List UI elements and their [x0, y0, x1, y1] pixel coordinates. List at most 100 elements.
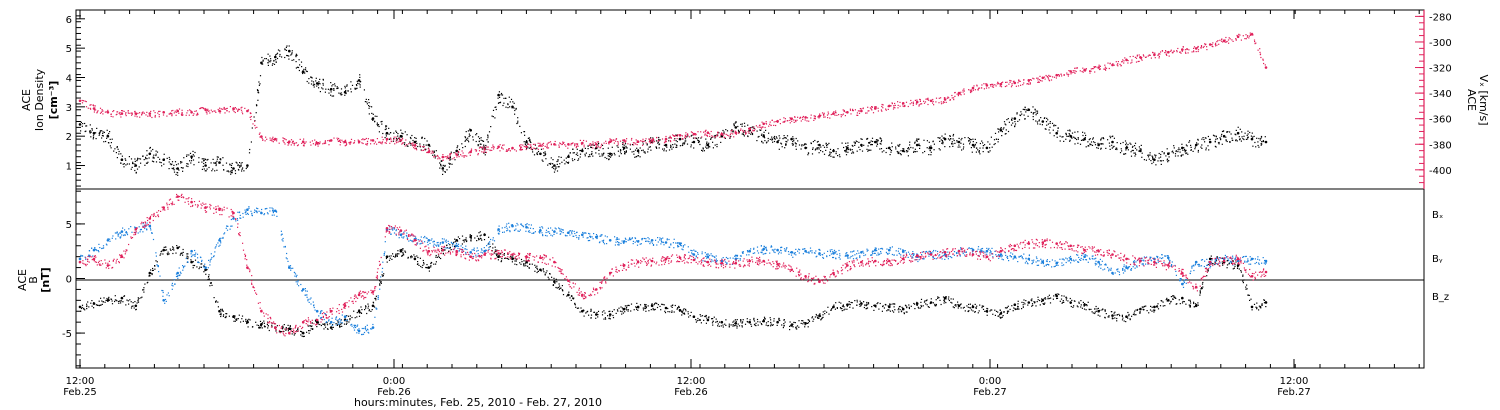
density-sample: [918, 138, 920, 140]
density-sample: [92, 138, 94, 140]
density-sample: [236, 162, 238, 164]
vx-sample: [1264, 64, 1266, 66]
vx-sample: [1032, 77, 1034, 79]
vx-sample: [395, 138, 398, 141]
density-sample: [116, 157, 118, 159]
bx-sample: [792, 326, 794, 328]
density-sample: [849, 148, 851, 150]
vx-sample: [481, 151, 483, 153]
vx-sample: [1217, 40, 1219, 42]
vx-sample: [96, 111, 98, 113]
vx-sample: [576, 144, 578, 146]
density-sample: [485, 144, 487, 147]
vx-sample: [918, 105, 920, 107]
density-sample: [190, 162, 192, 164]
vx-sample: [228, 111, 230, 113]
density-sample: [1094, 142, 1096, 144]
vx-sample: [1141, 57, 1143, 59]
bx-sample: [914, 303, 916, 305]
vx-point: [846, 111, 849, 114]
vx-sample: [104, 111, 106, 113]
density-sample: [1101, 137, 1103, 139]
vx-sample: [823, 112, 825, 114]
bx-sample: [449, 247, 451, 249]
bx-sample: [537, 270, 539, 272]
vx-sample: [802, 118, 804, 120]
density-sample: [317, 84, 319, 86]
density-sample: [1100, 143, 1102, 145]
bx-sample: [893, 311, 895, 313]
density-sample: [871, 144, 873, 146]
density-point: [888, 146, 891, 150]
density-sample: [1109, 137, 1112, 139]
bx-sample: [770, 325, 772, 327]
vx-sample: [538, 145, 540, 147]
bx-sample: [711, 318, 713, 320]
density-sample: [385, 135, 387, 137]
density-sample: [1096, 147, 1098, 149]
density-sample: [624, 151, 626, 153]
bx-sample: [87, 301, 89, 303]
vx-sample: [134, 110, 136, 112]
density-sample: [591, 144, 593, 146]
density-sample: [844, 150, 846, 152]
vx-point: [1139, 56, 1142, 59]
density-sample: [1197, 138, 1199, 140]
vx-sample: [349, 141, 351, 143]
bx-sample: [444, 249, 446, 251]
bx-sample: [1001, 316, 1003, 318]
density-sample: [558, 156, 560, 158]
density-sample: [1254, 141, 1256, 144]
density-sample: [545, 153, 547, 155]
vx-sample: [800, 120, 802, 122]
vx-sample: [367, 138, 369, 140]
bx-sample: [593, 311, 595, 313]
vx-sample: [840, 116, 842, 118]
density-sample: [1084, 132, 1086, 134]
density-sample: [519, 125, 521, 127]
bx-sample: [462, 239, 464, 241]
density-sample: [198, 157, 200, 159]
vx-sample: [1224, 41, 1226, 43]
vx-sample: [1254, 43, 1256, 45]
bx-sample: [741, 326, 743, 328]
vx-sample: [196, 112, 199, 114]
bx-sample: [435, 263, 437, 265]
density-sample: [359, 74, 361, 76]
density-sample: [1189, 140, 1191, 142]
density-sample: [666, 146, 668, 148]
vx-sample: [1212, 42, 1214, 44]
density-point: [985, 146, 989, 150]
bx-sample: [652, 309, 654, 311]
density-sample: [803, 144, 805, 146]
bx-sample: [950, 298, 952, 300]
density-sample: [212, 158, 214, 160]
bx-sample: [688, 316, 690, 318]
bx-sample: [796, 325, 799, 327]
density-sample: [535, 148, 537, 150]
density-sample: [467, 139, 469, 141]
vx-sample: [871, 109, 873, 111]
density-sample: [276, 57, 279, 60]
vx-point: [636, 140, 640, 143]
density-point: [539, 152, 542, 156]
density-sample: [1167, 161, 1169, 163]
density-sample: [159, 158, 161, 160]
density-sample: [880, 141, 882, 143]
bx-sample: [329, 323, 331, 325]
vx-sample: [600, 145, 602, 147]
vx-sample: [915, 103, 918, 105]
vx-sample: [94, 107, 96, 109]
bx-sample: [545, 272, 547, 274]
bx-sample: [96, 304, 98, 306]
bx-sample: [390, 255, 392, 257]
density-sample: [828, 154, 831, 156]
bx-sample: [770, 319, 772, 321]
vx-sample: [171, 114, 173, 116]
density-sample: [625, 145, 627, 147]
vx-sample: [1148, 54, 1151, 56]
density-sample: [505, 106, 507, 108]
vx-sample: [1142, 54, 1144, 56]
vx-sample: [234, 107, 236, 109]
